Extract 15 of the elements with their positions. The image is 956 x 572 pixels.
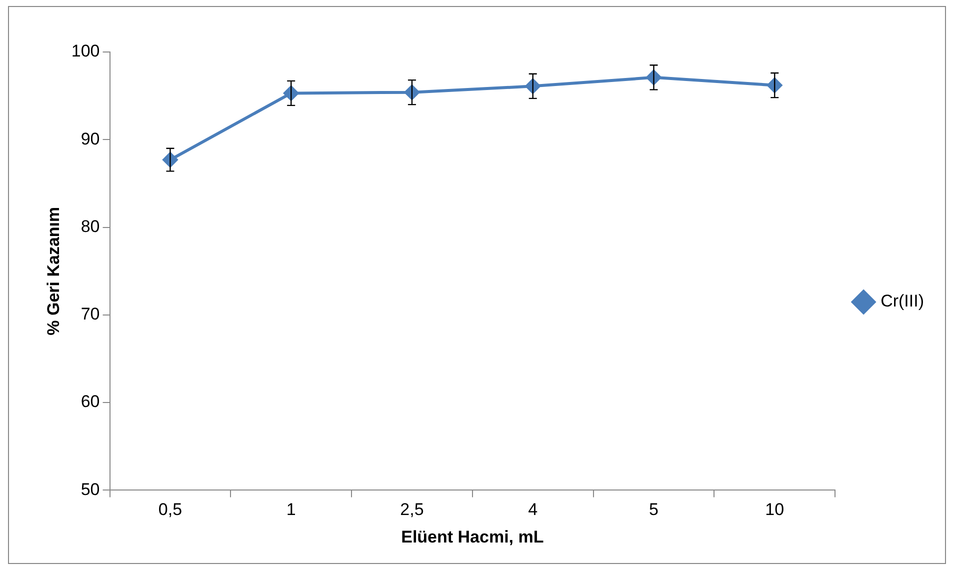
y-tick-label: 70 <box>80 304 100 324</box>
y-tick-label: 80 <box>80 216 100 236</box>
x-tick-label: 0,5 <box>158 500 182 520</box>
x-tick-label: 1 <box>286 500 296 520</box>
y-axis-title: % Geri Kazanım <box>44 206 63 336</box>
legend-label: Cr(III) <box>880 292 924 311</box>
y-tick-label: 50 <box>80 480 100 499</box>
x-tick-label: 10 <box>765 500 784 520</box>
x-tick-label: 4 <box>528 500 538 520</box>
x-tick-label: 2,5 <box>400 500 424 520</box>
x-tick-label: 5 <box>649 500 658 520</box>
y-tick-label: 90 <box>80 129 100 148</box>
y-tick-label: 60 <box>80 392 100 412</box>
y-tick-label: 100 <box>71 42 100 61</box>
x-axis-title: Elüent Hacmi, mL <box>401 527 544 546</box>
